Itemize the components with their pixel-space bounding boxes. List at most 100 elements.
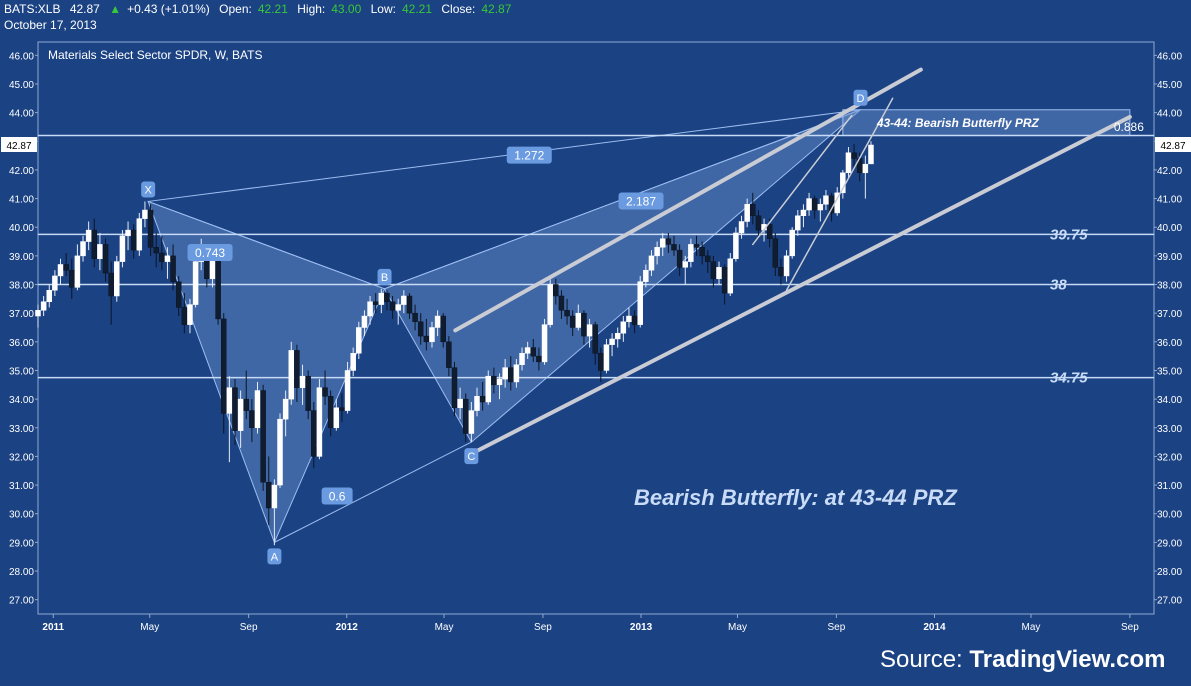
- candle-body: [277, 418, 283, 486]
- candle-body: [738, 221, 745, 234]
- candle-body: [243, 398, 249, 411]
- last-price: 42.87: [69, 2, 100, 16]
- candle-body: [851, 152, 857, 159]
- candle-body: [772, 238, 779, 268]
- x-tick-label: May: [140, 622, 159, 633]
- channel-line: [453, 67, 923, 333]
- candle-body: [108, 272, 114, 297]
- candle-body: [220, 318, 227, 414]
- candle-body: [192, 261, 199, 305]
- y-tick-label-right: 38.00: [1157, 281, 1182, 292]
- channel-line: [466, 114, 1132, 457]
- y-tick-label-right: 32.00: [1157, 452, 1182, 463]
- point-label-c: C: [467, 451, 475, 463]
- candle-body: [97, 244, 103, 259]
- candle-body: [232, 387, 238, 431]
- candle-body: [468, 410, 475, 434]
- candle-body: [733, 232, 739, 259]
- candle-body: [665, 238, 672, 245]
- chart-title: Materials Select Sector SPDR, W, BATS: [48, 48, 263, 62]
- x-tick-label: 2011: [42, 622, 64, 633]
- candle-body: [35, 310, 41, 317]
- candle-body: [440, 315, 446, 343]
- candle-body: [350, 353, 356, 371]
- y-tick-label-left: 28.00: [9, 567, 34, 578]
- candle-body: [130, 229, 137, 251]
- candle-body: [491, 375, 497, 386]
- candle-body: [69, 269, 75, 288]
- candle-body: [778, 267, 784, 277]
- pattern-leg-xb: [147, 200, 385, 290]
- y-tick-label-right: 39.00: [1157, 252, 1182, 263]
- candle-body: [541, 324, 548, 363]
- channel-line: [752, 114, 853, 246]
- level-label: 39.75: [1050, 226, 1088, 243]
- candle-body: [311, 410, 317, 457]
- candle-body: [671, 244, 677, 251]
- candle-body: [282, 398, 289, 420]
- point-label-box: [377, 268, 392, 285]
- y-tick-label-right: 42.00: [1157, 166, 1182, 177]
- y-tick-label-right: 31.00: [1157, 481, 1182, 492]
- pattern-leg-xd: [148, 109, 861, 202]
- plot-frame: [37, 41, 1155, 615]
- candle-body: [569, 315, 576, 328]
- y-tick-label-right: 46.00: [1157, 51, 1182, 62]
- y-tick-label-right: 30.00: [1157, 510, 1182, 521]
- point-label-box: [853, 89, 868, 106]
- source-brand: TradingView.com: [969, 646, 1166, 673]
- y-tick-label-left: 31.00: [9, 481, 34, 492]
- open-value: 42.21: [257, 2, 288, 16]
- candle-body: [395, 304, 401, 311]
- prz-ratio: 0.886: [1114, 120, 1144, 134]
- close-value: 42.87: [481, 2, 512, 16]
- y-tick-label-right: 35.00: [1157, 366, 1182, 377]
- candle-body: [699, 247, 705, 257]
- y-tick-label-left: 33.00: [9, 424, 34, 435]
- x-tick-label: 2012: [336, 622, 359, 633]
- candle-body: [862, 163, 869, 174]
- candle-body: [592, 324, 598, 354]
- candle-body: [508, 367, 514, 383]
- candle-body: [626, 315, 632, 323]
- candle-body: [564, 310, 570, 317]
- candle-body: [586, 324, 593, 337]
- y-tick-label-right: 28.00: [1157, 567, 1182, 578]
- candle-body: [868, 144, 874, 165]
- candle-body: [710, 261, 717, 280]
- quote-date: October 17, 2013: [4, 18, 97, 32]
- y-tick-label-right: 40.00: [1157, 223, 1182, 234]
- candle-body: [181, 307, 188, 325]
- candle-body: [558, 295, 565, 311]
- candle-body: [811, 198, 818, 211]
- y-tick-label-left: 35.00: [9, 366, 34, 377]
- candle-body: [175, 281, 182, 308]
- candle-body: [327, 396, 334, 429]
- candle-body: [406, 295, 413, 314]
- candle-body: [125, 229, 131, 237]
- x-tick-label: Sep: [240, 622, 258, 633]
- candle-body: [40, 301, 47, 311]
- candle-body: [63, 264, 69, 271]
- candle-body: [412, 312, 418, 323]
- point-label-x: X: [144, 184, 152, 196]
- candle-body: [260, 390, 266, 483]
- candles: [35, 141, 874, 546]
- candle-body: [57, 264, 64, 277]
- candle-body: [654, 247, 660, 257]
- point-label-b: B: [381, 272, 388, 284]
- candle-body: [817, 204, 824, 211]
- y-tick-label-right: 33.00: [1157, 424, 1182, 435]
- open-label: Open:: [219, 2, 252, 16]
- y-tick-label-left: 44.00: [9, 109, 34, 120]
- candle-body: [648, 255, 655, 271]
- candle-body: [164, 255, 171, 262]
- candle-body: [705, 255, 711, 262]
- candle-body: [384, 292, 390, 302]
- candle-body: [783, 255, 790, 277]
- candle-body: [114, 261, 120, 297]
- change: +0.43 (+1.01%): [127, 2, 210, 16]
- level-label: 34.75: [1050, 370, 1088, 387]
- candle-body: [102, 244, 109, 274]
